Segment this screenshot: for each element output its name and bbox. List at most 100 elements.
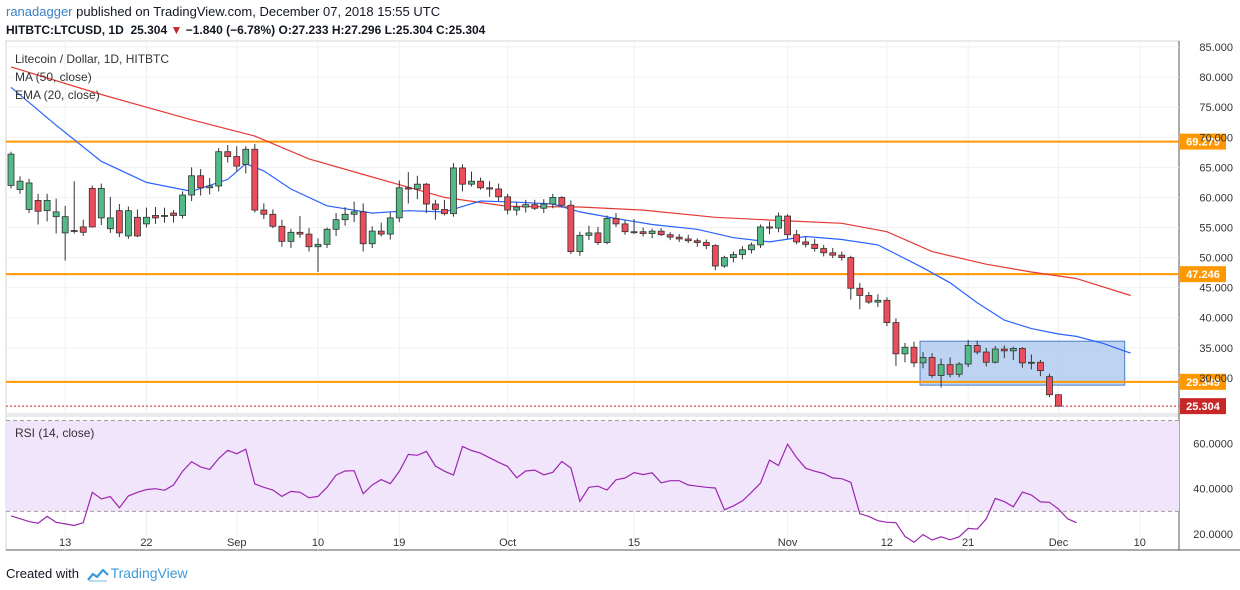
candle[interactable]: [675, 234, 683, 242]
candle[interactable]: [97, 183, 105, 226]
candle[interactable]: [946, 357, 954, 378]
candle[interactable]: [757, 224, 764, 248]
candle[interactable]: [278, 219, 286, 247]
candle[interactable]: [332, 213, 340, 236]
candle[interactable]: [124, 206, 132, 239]
candle[interactable]: [143, 207, 150, 228]
candle[interactable]: [395, 180, 403, 223]
candle[interactable]: [730, 251, 737, 263]
candle[interactable]: [477, 177, 484, 190]
candle[interactable]: [386, 212, 394, 240]
candle[interactable]: [468, 171, 475, 187]
candle[interactable]: [549, 193, 557, 209]
candle[interactable]: [242, 146, 250, 174]
candle[interactable]: [269, 209, 277, 229]
candle[interactable]: [459, 164, 466, 192]
candle[interactable]: [134, 209, 141, 238]
candle[interactable]: [504, 193, 512, 215]
candle[interactable]: [955, 362, 963, 378]
candle[interactable]: [1027, 354, 1035, 370]
candle[interactable]: [522, 199, 530, 213]
candle[interactable]: [603, 215, 611, 245]
candle[interactable]: [197, 169, 205, 196]
author-link[interactable]: ranadagger: [6, 4, 73, 19]
candle[interactable]: [991, 346, 999, 364]
candle[interactable]: [711, 244, 719, 271]
candle[interactable]: [432, 199, 439, 220]
candle[interactable]: [621, 220, 629, 235]
candle[interactable]: [513, 202, 521, 216]
candle[interactable]: [350, 201, 358, 223]
candle[interactable]: [784, 214, 791, 239]
candle[interactable]: [224, 145, 232, 163]
candle[interactable]: [368, 226, 376, 248]
candle[interactable]: [865, 291, 873, 304]
candle[interactable]: [630, 219, 638, 235]
candle[interactable]: [567, 200, 575, 254]
candle[interactable]: [52, 198, 60, 234]
candle[interactable]: [34, 193, 42, 225]
candle[interactable]: [179, 191, 186, 219]
candle[interactable]: [61, 205, 69, 261]
candle[interactable]: [161, 207, 168, 223]
candle[interactable]: [170, 210, 177, 223]
candle[interactable]: [973, 340, 981, 355]
candle[interactable]: [657, 228, 665, 236]
candle[interactable]: [296, 216, 304, 238]
candle[interactable]: [1009, 346, 1017, 360]
candle[interactable]: [341, 207, 349, 226]
candle[interactable]: [70, 181, 78, 234]
candle[interactable]: [684, 234, 692, 244]
tradingview-brand-link[interactable]: TradingView: [110, 565, 188, 581]
candle[interactable]: [766, 221, 773, 235]
candle[interactable]: [88, 185, 96, 228]
candle[interactable]: [152, 207, 159, 224]
candle[interactable]: [793, 229, 801, 245]
candle[interactable]: [856, 282, 864, 310]
candle[interactable]: [928, 353, 936, 378]
candle[interactable]: [1055, 394, 1062, 407]
candle[interactable]: [558, 196, 566, 208]
candle[interactable]: [43, 193, 51, 222]
candle[interactable]: [206, 178, 214, 195]
candle[interactable]: [775, 212, 782, 233]
candle[interactable]: [802, 237, 810, 248]
candle[interactable]: [377, 222, 385, 237]
candle[interactable]: [892, 318, 900, 366]
candle[interactable]: [233, 146, 241, 172]
candle[interactable]: [576, 231, 584, 256]
candle[interactable]: [495, 183, 503, 202]
candle[interactable]: [964, 340, 972, 368]
candle[interactable]: [188, 167, 196, 202]
candle[interactable]: [450, 163, 457, 217]
candle[interactable]: [1018, 347, 1026, 368]
candle[interactable]: [531, 199, 539, 211]
candle[interactable]: [1037, 359, 1044, 377]
candle[interactable]: [748, 242, 755, 254]
candle[interactable]: [585, 225, 593, 241]
candle[interactable]: [666, 232, 674, 241]
candle[interactable]: [1000, 345, 1008, 359]
candle[interactable]: [937, 358, 945, 388]
candle[interactable]: [287, 228, 295, 248]
candle[interactable]: [693, 238, 701, 247]
candle[interactable]: [739, 246, 746, 260]
candle[interactable]: [305, 228, 313, 252]
candle[interactable]: [847, 255, 855, 300]
candle[interactable]: [404, 172, 412, 204]
candle[interactable]: [359, 203, 367, 252]
candle[interactable]: [215, 148, 223, 192]
candle[interactable]: [702, 239, 710, 250]
candle[interactable]: [314, 238, 322, 273]
candle[interactable]: [910, 341, 918, 368]
candle[interactable]: [1046, 373, 1053, 398]
candle[interactable]: [441, 199, 448, 216]
candle[interactable]: [79, 219, 87, 236]
candle[interactable]: [594, 226, 602, 245]
candle[interactable]: [820, 244, 828, 257]
candle[interactable]: [25, 178, 33, 214]
candle[interactable]: [811, 238, 819, 252]
candle[interactable]: [7, 151, 15, 189]
candle[interactable]: [260, 203, 268, 220]
candle[interactable]: [720, 255, 728, 268]
